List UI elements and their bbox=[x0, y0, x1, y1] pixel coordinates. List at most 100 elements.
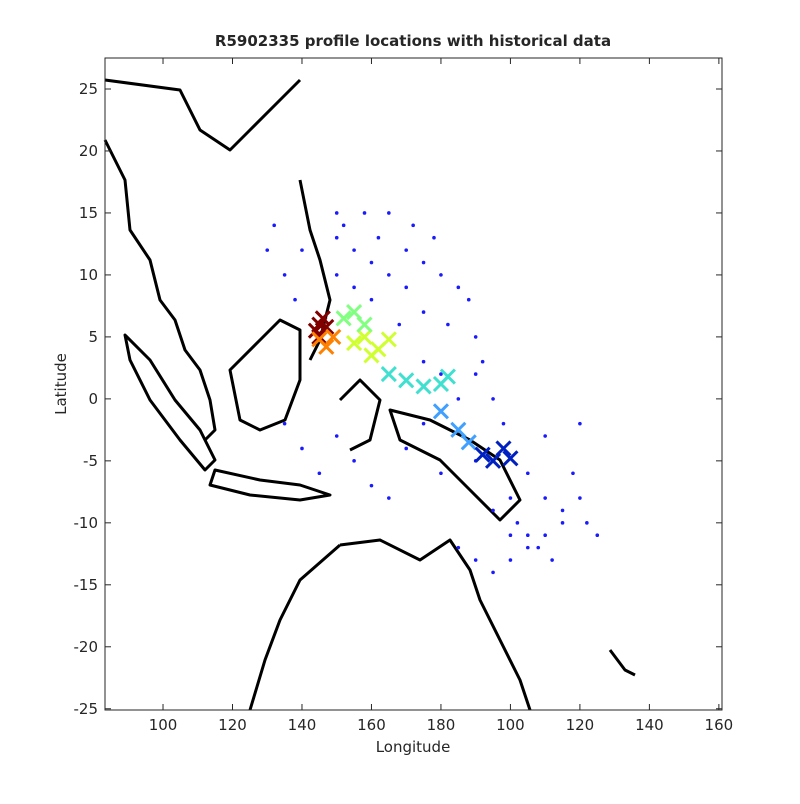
x-tick-label: 100 bbox=[496, 716, 525, 734]
profile-marker bbox=[380, 366, 397, 383]
coastlines bbox=[103, 78, 636, 711]
y-tick-label: -10 bbox=[74, 514, 99, 532]
historical-point bbox=[272, 223, 276, 228]
profile-marker bbox=[415, 378, 432, 395]
historical-point bbox=[585, 521, 589, 525]
coastline bbox=[338, 378, 382, 452]
x-tick-label: 100 bbox=[149, 716, 178, 734]
y-tick-label: 5 bbox=[88, 328, 98, 346]
profile-marker bbox=[325, 328, 342, 345]
historical-point bbox=[456, 545, 461, 550]
historical-point bbox=[362, 211, 367, 215]
profile-marker bbox=[502, 450, 519, 467]
x-axis-label: Longitude bbox=[376, 738, 451, 756]
historical-point bbox=[369, 260, 374, 265]
historical-point bbox=[376, 235, 381, 240]
historical-point bbox=[404, 285, 409, 290]
historical-point bbox=[439, 273, 443, 277]
historical-point bbox=[341, 223, 346, 228]
historical-point bbox=[473, 372, 478, 376]
historical-point bbox=[432, 235, 436, 240]
historical-point bbox=[352, 248, 356, 252]
x-tick-label: 160 bbox=[357, 716, 386, 734]
x-tick-label: 160 bbox=[705, 716, 734, 734]
historical-point bbox=[571, 471, 575, 476]
historical-point bbox=[421, 421, 426, 426]
coastline bbox=[248, 538, 532, 711]
historical-point bbox=[456, 397, 461, 401]
historical-point bbox=[515, 521, 520, 525]
historical-point bbox=[317, 471, 322, 476]
historical-point bbox=[421, 310, 426, 314]
historical-point bbox=[456, 285, 461, 290]
historical-point bbox=[525, 471, 530, 476]
profile-marker bbox=[356, 328, 373, 345]
y-tick-label: 25 bbox=[79, 80, 98, 98]
plot-area bbox=[105, 58, 722, 710]
profile-marker bbox=[363, 347, 380, 364]
profile-marker bbox=[474, 446, 491, 463]
historical-point bbox=[560, 521, 565, 525]
profile-marker bbox=[346, 335, 363, 352]
y-tick-label: 15 bbox=[79, 204, 98, 222]
historical-point bbox=[293, 297, 297, 302]
historical-point bbox=[439, 372, 443, 376]
historical-point bbox=[300, 248, 304, 252]
x-tick-label: 140 bbox=[288, 716, 317, 734]
profile-marker bbox=[495, 440, 512, 457]
historical-point bbox=[473, 335, 478, 339]
historical-point bbox=[578, 496, 582, 500]
y-tick-label: -5 bbox=[83, 452, 98, 470]
historical-point bbox=[352, 285, 356, 290]
historical-point bbox=[421, 359, 426, 364]
historical-point bbox=[369, 483, 374, 488]
historical-point bbox=[473, 558, 478, 562]
y-tick-label: 0 bbox=[88, 390, 98, 408]
historical-point bbox=[543, 434, 547, 438]
profile-marker bbox=[318, 338, 335, 355]
historical-point bbox=[480, 359, 485, 364]
profile-marker bbox=[311, 328, 328, 345]
historical-point bbox=[404, 446, 409, 451]
historical-point bbox=[334, 434, 339, 438]
profile-marker bbox=[380, 331, 397, 348]
coastline bbox=[298, 179, 332, 361]
y-tick-label: 20 bbox=[79, 142, 98, 160]
historical-point bbox=[369, 297, 374, 302]
chart-title: R5902335 profile locations with historic… bbox=[215, 32, 611, 50]
historical-point bbox=[595, 533, 600, 538]
y-tick-label: 10 bbox=[79, 266, 98, 284]
historical-point bbox=[508, 496, 513, 500]
historical-point bbox=[508, 533, 513, 538]
x-tick-label: 120 bbox=[566, 716, 595, 734]
coastline bbox=[104, 78, 302, 152]
historical-point bbox=[404, 248, 409, 252]
historical-point bbox=[446, 322, 450, 327]
historical-point bbox=[491, 397, 495, 401]
historical-point bbox=[466, 297, 471, 302]
historical-point bbox=[282, 273, 287, 277]
profile-marker bbox=[439, 368, 456, 385]
historical-point bbox=[491, 508, 495, 513]
historical-point bbox=[282, 421, 287, 426]
coastline bbox=[608, 649, 636, 677]
coastline bbox=[228, 318, 302, 432]
coastline bbox=[208, 468, 332, 502]
historical-point bbox=[439, 471, 443, 476]
profile-marker bbox=[356, 316, 373, 333]
profile-marker bbox=[432, 403, 450, 420]
historical-point bbox=[508, 558, 513, 562]
y-axis-label: Latitude bbox=[52, 353, 70, 415]
profile-marker bbox=[318, 318, 335, 336]
x-tick-label: 120 bbox=[218, 716, 247, 734]
historical-point bbox=[334, 211, 339, 215]
historical-point bbox=[411, 223, 415, 228]
profile-marker bbox=[314, 310, 331, 327]
profile-marker bbox=[398, 372, 415, 389]
historical-point bbox=[560, 508, 565, 513]
historical-point bbox=[387, 211, 391, 215]
historical-point bbox=[525, 545, 530, 550]
historical-point bbox=[334, 235, 339, 240]
profile-marker bbox=[460, 434, 477, 451]
historical-point bbox=[387, 273, 391, 277]
